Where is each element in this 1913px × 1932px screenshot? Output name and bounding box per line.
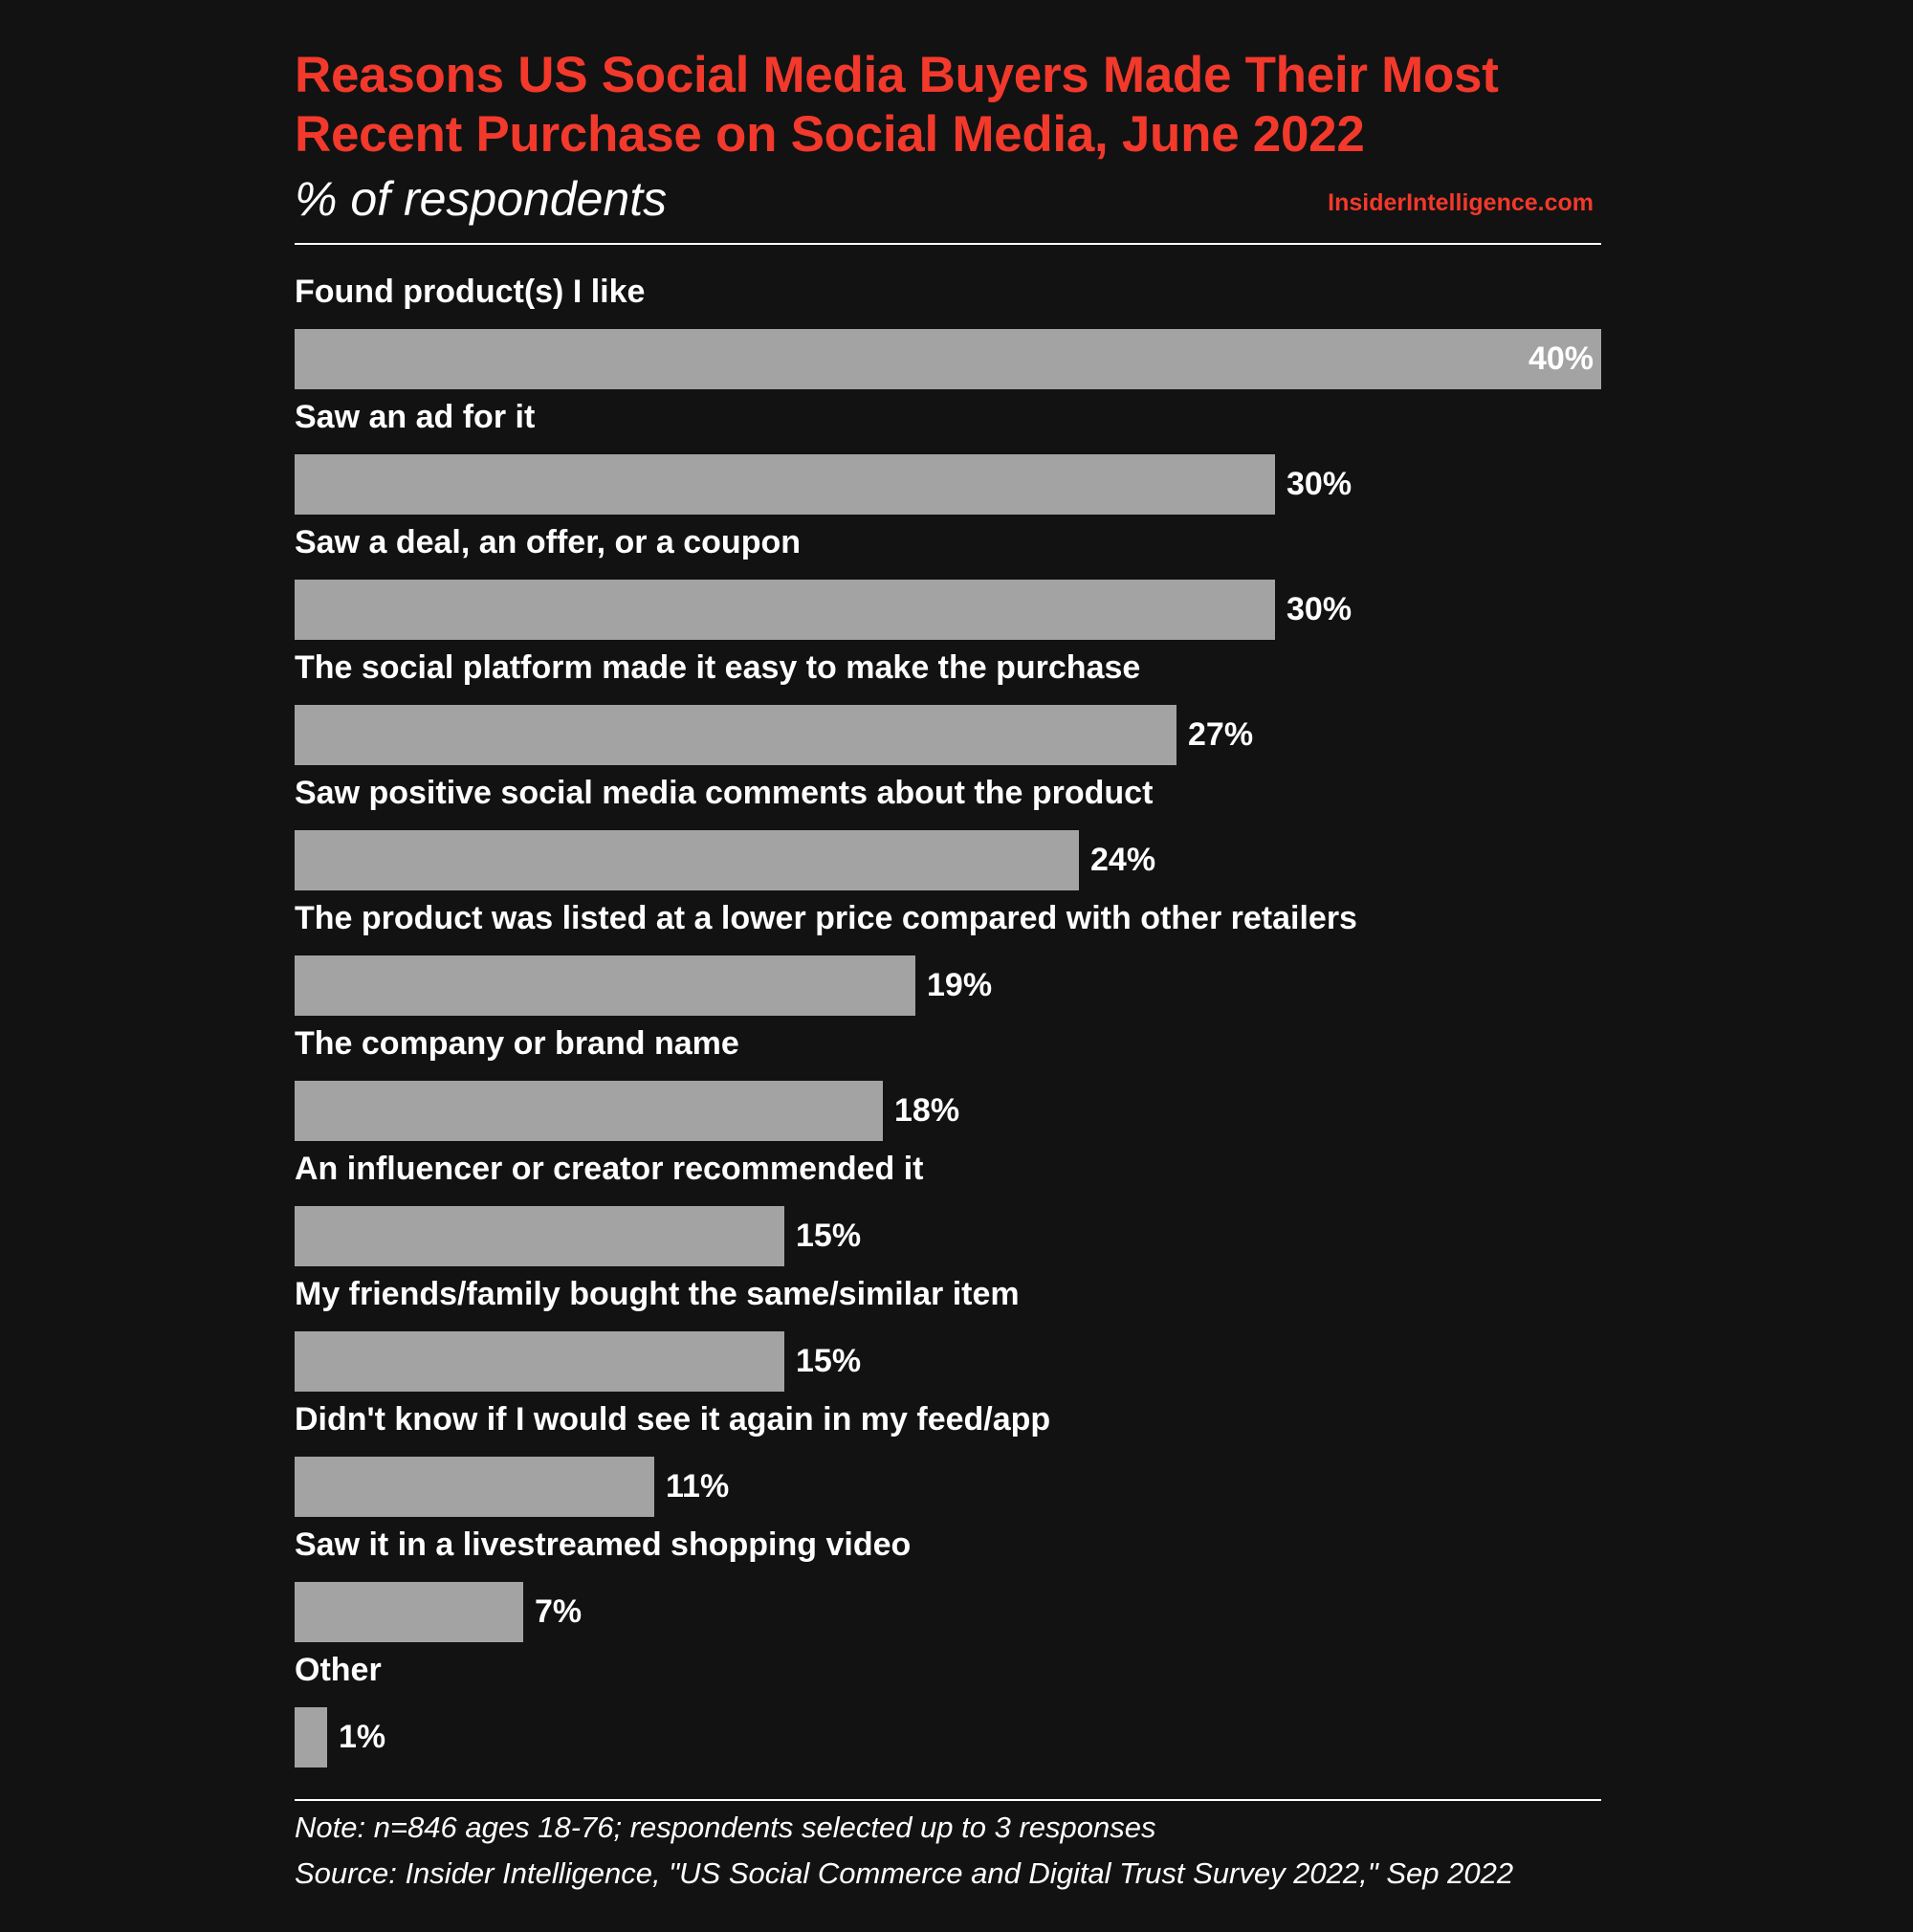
bar-track: 27%	[295, 705, 1601, 765]
bar-row: Saw a deal, an offer, or a coupon 30%	[295, 522, 1601, 648]
chart-subtitle: % of respondents	[295, 172, 668, 226]
bar-row: Saw it in a livestreamed shopping video 7…	[295, 1525, 1601, 1650]
bar-track: 7%	[295, 1582, 1601, 1642]
bar	[295, 1707, 327, 1767]
bar	[295, 1331, 784, 1392]
source-site-link[interactable]: InsiderIntelligence.com	[1328, 189, 1594, 216]
bar-label: Found product(s) I like	[295, 274, 646, 310]
bar-row: The company or brand name 18%	[295, 1023, 1601, 1149]
bar	[295, 1081, 883, 1141]
bar	[295, 955, 915, 1016]
bar-value-label: 11%	[666, 1468, 730, 1504]
bar-label: The social platform made it easy to make…	[295, 649, 1141, 686]
chart-container: Reasons US Social Media Buyers Made Thei…	[295, 46, 1601, 1893]
bar	[295, 580, 1275, 640]
bar	[295, 1457, 654, 1517]
chart-title-line-2: Recent Purchase on Social Media, June 20…	[295, 106, 1365, 163]
bar-value-label: 30%	[1286, 466, 1352, 502]
bar-label: An influencer or creator recommended it	[295, 1151, 924, 1187]
bar-row: The social platform made it easy to make…	[295, 648, 1601, 773]
top-divider	[295, 243, 1601, 245]
bar-row: Other 1%	[295, 1650, 1601, 1775]
bar-value-label: 15%	[796, 1343, 862, 1379]
bar-value-label: 27%	[1188, 716, 1254, 753]
bar	[295, 830, 1079, 890]
bar	[295, 329, 1601, 389]
bar-value-label: 15%	[796, 1218, 862, 1254]
bar-value-label: 7%	[535, 1593, 583, 1630]
bar-label: Saw an ad for it	[295, 399, 536, 435]
bar	[295, 454, 1275, 515]
bar-track: 1%	[295, 1707, 1601, 1767]
chart-title: Reasons US Social Media Buyers Made Thei…	[295, 46, 1601, 165]
bar-row: Saw positive social media comments about…	[295, 773, 1601, 898]
bar-label: Saw positive social media comments about…	[295, 775, 1154, 811]
bar-value-label: 40%	[1528, 340, 1594, 377]
bar-label: Didn't know if I would see it again in m…	[295, 1401, 1051, 1438]
bar-track: 30%	[295, 580, 1601, 640]
bar-chart: Found product(s) I like 40% Saw an ad for …	[295, 272, 1601, 1775]
bar-row: Found product(s) I like 40%	[295, 272, 1601, 397]
bar	[295, 1206, 784, 1266]
bar-value-label: 18%	[894, 1092, 960, 1129]
bar-label: Saw it in a livestreamed shopping video	[295, 1526, 912, 1563]
bar-value-label: 30%	[1286, 591, 1352, 627]
bar-track: 40%	[295, 329, 1601, 389]
chart-source: Source: Insider Intelligence, "US Social…	[295, 1856, 1514, 1890]
subtitle-row: % of respondents InsiderIntelligence.com	[295, 166, 1601, 231]
bar-track: 24%	[295, 830, 1601, 890]
chart-note: Note: n=846 ages 18-76; respondents sele…	[295, 1811, 1156, 1844]
bar-row: The product was listed at a lower price …	[295, 898, 1601, 1023]
bar-track: 19%	[295, 955, 1601, 1016]
bar-row: Saw an ad for it 30%	[295, 397, 1601, 522]
bar-row: Didn't know if I would see it again in m…	[295, 1399, 1601, 1525]
bar-label: Saw a deal, an offer, or a coupon	[295, 524, 802, 560]
bar-track: 15%	[295, 1331, 1601, 1392]
bar-value-label: 24%	[1090, 842, 1156, 878]
bar-label: The company or brand name	[295, 1025, 739, 1062]
bar	[295, 1582, 523, 1642]
bar-label: Other	[295, 1652, 382, 1688]
bar-label: My friends/family bought the same/simila…	[295, 1276, 1020, 1312]
bar-label: The product was listed at a lower price …	[295, 900, 1357, 936]
bar	[295, 705, 1176, 765]
bar-row: My friends/family bought the same/simila…	[295, 1274, 1601, 1399]
chart-title-line-1: Reasons US Social Media Buyers Made Thei…	[295, 47, 1499, 103]
bar-track: 30%	[295, 454, 1601, 515]
bar-track: 15%	[295, 1206, 1601, 1266]
bar-track: 18%	[295, 1081, 1601, 1141]
bar-value-label: 19%	[927, 967, 993, 1003]
bar-value-label: 1%	[339, 1719, 386, 1755]
bottom-divider	[295, 1799, 1601, 1801]
bar-row: An influencer or creator recommended it 1…	[295, 1149, 1601, 1274]
bar-track: 11%	[295, 1457, 1601, 1517]
